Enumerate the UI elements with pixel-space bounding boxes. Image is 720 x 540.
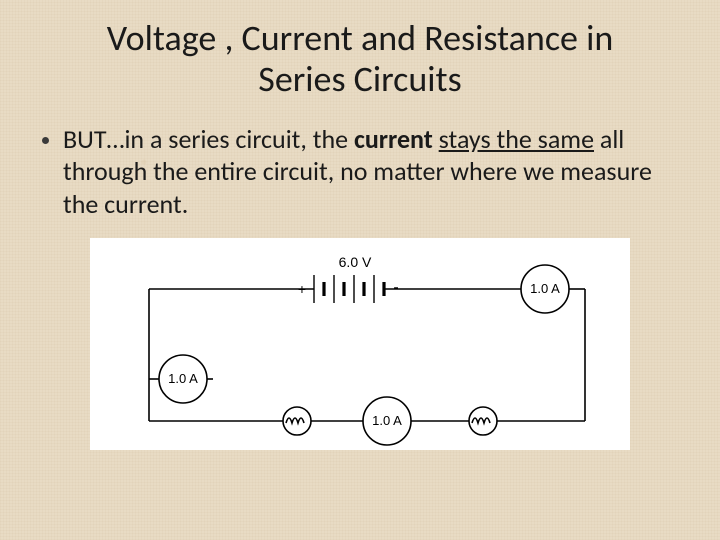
svg-text:-: - [393, 279, 398, 296]
title-line-1: Voltage , Current and Resistance in [107, 16, 614, 60]
slide: Voltage , Current and Resistance in Seri… [0, 0, 720, 540]
bullet-bold: current [354, 123, 433, 155]
bullet-text: BUT…in a series circuit, the current sta… [63, 123, 688, 221]
svg-text:1.0 A: 1.0 A [530, 281, 560, 296]
bullet-prefix: BUT…in a series circuit, the [63, 123, 354, 155]
svg-text:+: + [298, 281, 306, 297]
bullet-item: BUT…in a series circuit, the current sta… [32, 123, 688, 221]
svg-text:1.0 A: 1.0 A [168, 371, 198, 386]
bullet-dot-icon [42, 137, 49, 144]
svg-text:1.0 A: 1.0 A [372, 413, 402, 428]
title-line-2: Series Circuits [258, 57, 461, 101]
svg-text:6.0 V: 6.0 V [339, 254, 372, 270]
circuit-svg: 1.0 A 1.0 A 1.0 A 6.0 V + - [91, 239, 631, 451]
bullet-underline: stays the same [439, 123, 594, 155]
circuit-diagram: 1.0 A 1.0 A 1.0 A 6.0 V + - [90, 238, 630, 450]
page-title: Voltage , Current and Resistance in Seri… [32, 18, 688, 101]
